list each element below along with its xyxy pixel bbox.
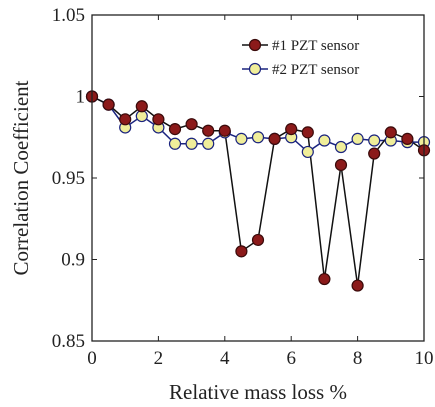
data-point-sensor-2 <box>334 140 348 154</box>
data-point-sensor-2 <box>368 134 381 147</box>
y-tick-label: 1 <box>76 87 86 108</box>
y-tick-label: 1.05 <box>52 5 85 26</box>
data-point-sensor-2 <box>301 145 314 159</box>
data-point-sensor-1 <box>384 126 397 139</box>
data-point-sensor-1 <box>102 98 115 111</box>
plot-frame <box>91 14 425 342</box>
data-point-sensor-1 <box>152 113 165 126</box>
data-point-sensor-2 <box>168 137 182 150</box>
axes-group: 0 2 4 6 8 10 0.85 0.9 0.95 1 1.05 <box>52 5 434 369</box>
data-point-sensor-2 <box>185 137 198 150</box>
x-tick-label: 0 <box>87 348 97 369</box>
legend-label-sensor-2: #2 PZT sensor <box>272 62 359 78</box>
legend-box <box>235 30 417 84</box>
data-point-sensor-1 <box>135 100 148 113</box>
data-point-sensor-1 <box>168 123 182 136</box>
y-axis-title: Correlation Coefficient <box>9 80 33 275</box>
data-point-sensor-2 <box>351 132 364 145</box>
data-point-sensor-1 <box>285 123 298 136</box>
y-tick-label: 0.95 <box>52 168 85 189</box>
data-point-sensor-1 <box>318 272 331 286</box>
y-tick-label: 0.9 <box>61 250 85 271</box>
x-tick-label: 2 <box>154 348 164 369</box>
x-tick-label: 4 <box>220 348 230 369</box>
x-tick-label: 10 <box>415 348 434 369</box>
legend: #1 PZT sensor #2 PZT sensor <box>235 30 417 84</box>
y-tick-label: 0.85 <box>52 331 85 352</box>
data-point-sensor-1 <box>401 132 414 145</box>
data-point-sensor-1 <box>301 126 314 139</box>
legend-marker-sensor-2 <box>248 62 262 76</box>
legend-label-sensor-1: #1 PZT sensor <box>272 38 359 54</box>
data-point-sensor-1 <box>334 158 348 172</box>
data-point-sensor-2 <box>251 131 265 144</box>
data-point-sensor-1 <box>218 124 231 137</box>
data-point-sensor-1 <box>351 279 364 292</box>
data-point-sensor-1 <box>185 118 198 131</box>
data-point-sensor-1 <box>235 245 248 258</box>
x-tick-label: 8 <box>353 348 363 369</box>
data-point-sensor-2 <box>318 134 331 147</box>
data-point-sensor-1 <box>251 233 265 247</box>
data-point-sensor-2 <box>235 132 248 145</box>
data-point-sensor-1 <box>368 147 381 160</box>
legend-marker-sensor-1 <box>248 38 262 52</box>
data-point-sensor-1 <box>268 132 281 145</box>
data-point-sensor-2 <box>202 137 215 150</box>
x-tick-label: 6 <box>286 348 296 369</box>
series-markers <box>85 90 431 292</box>
data-point-sensor-1 <box>119 113 132 126</box>
x-axis-title: Relative mass loss % <box>169 380 347 404</box>
data-point-sensor-1 <box>202 124 215 137</box>
